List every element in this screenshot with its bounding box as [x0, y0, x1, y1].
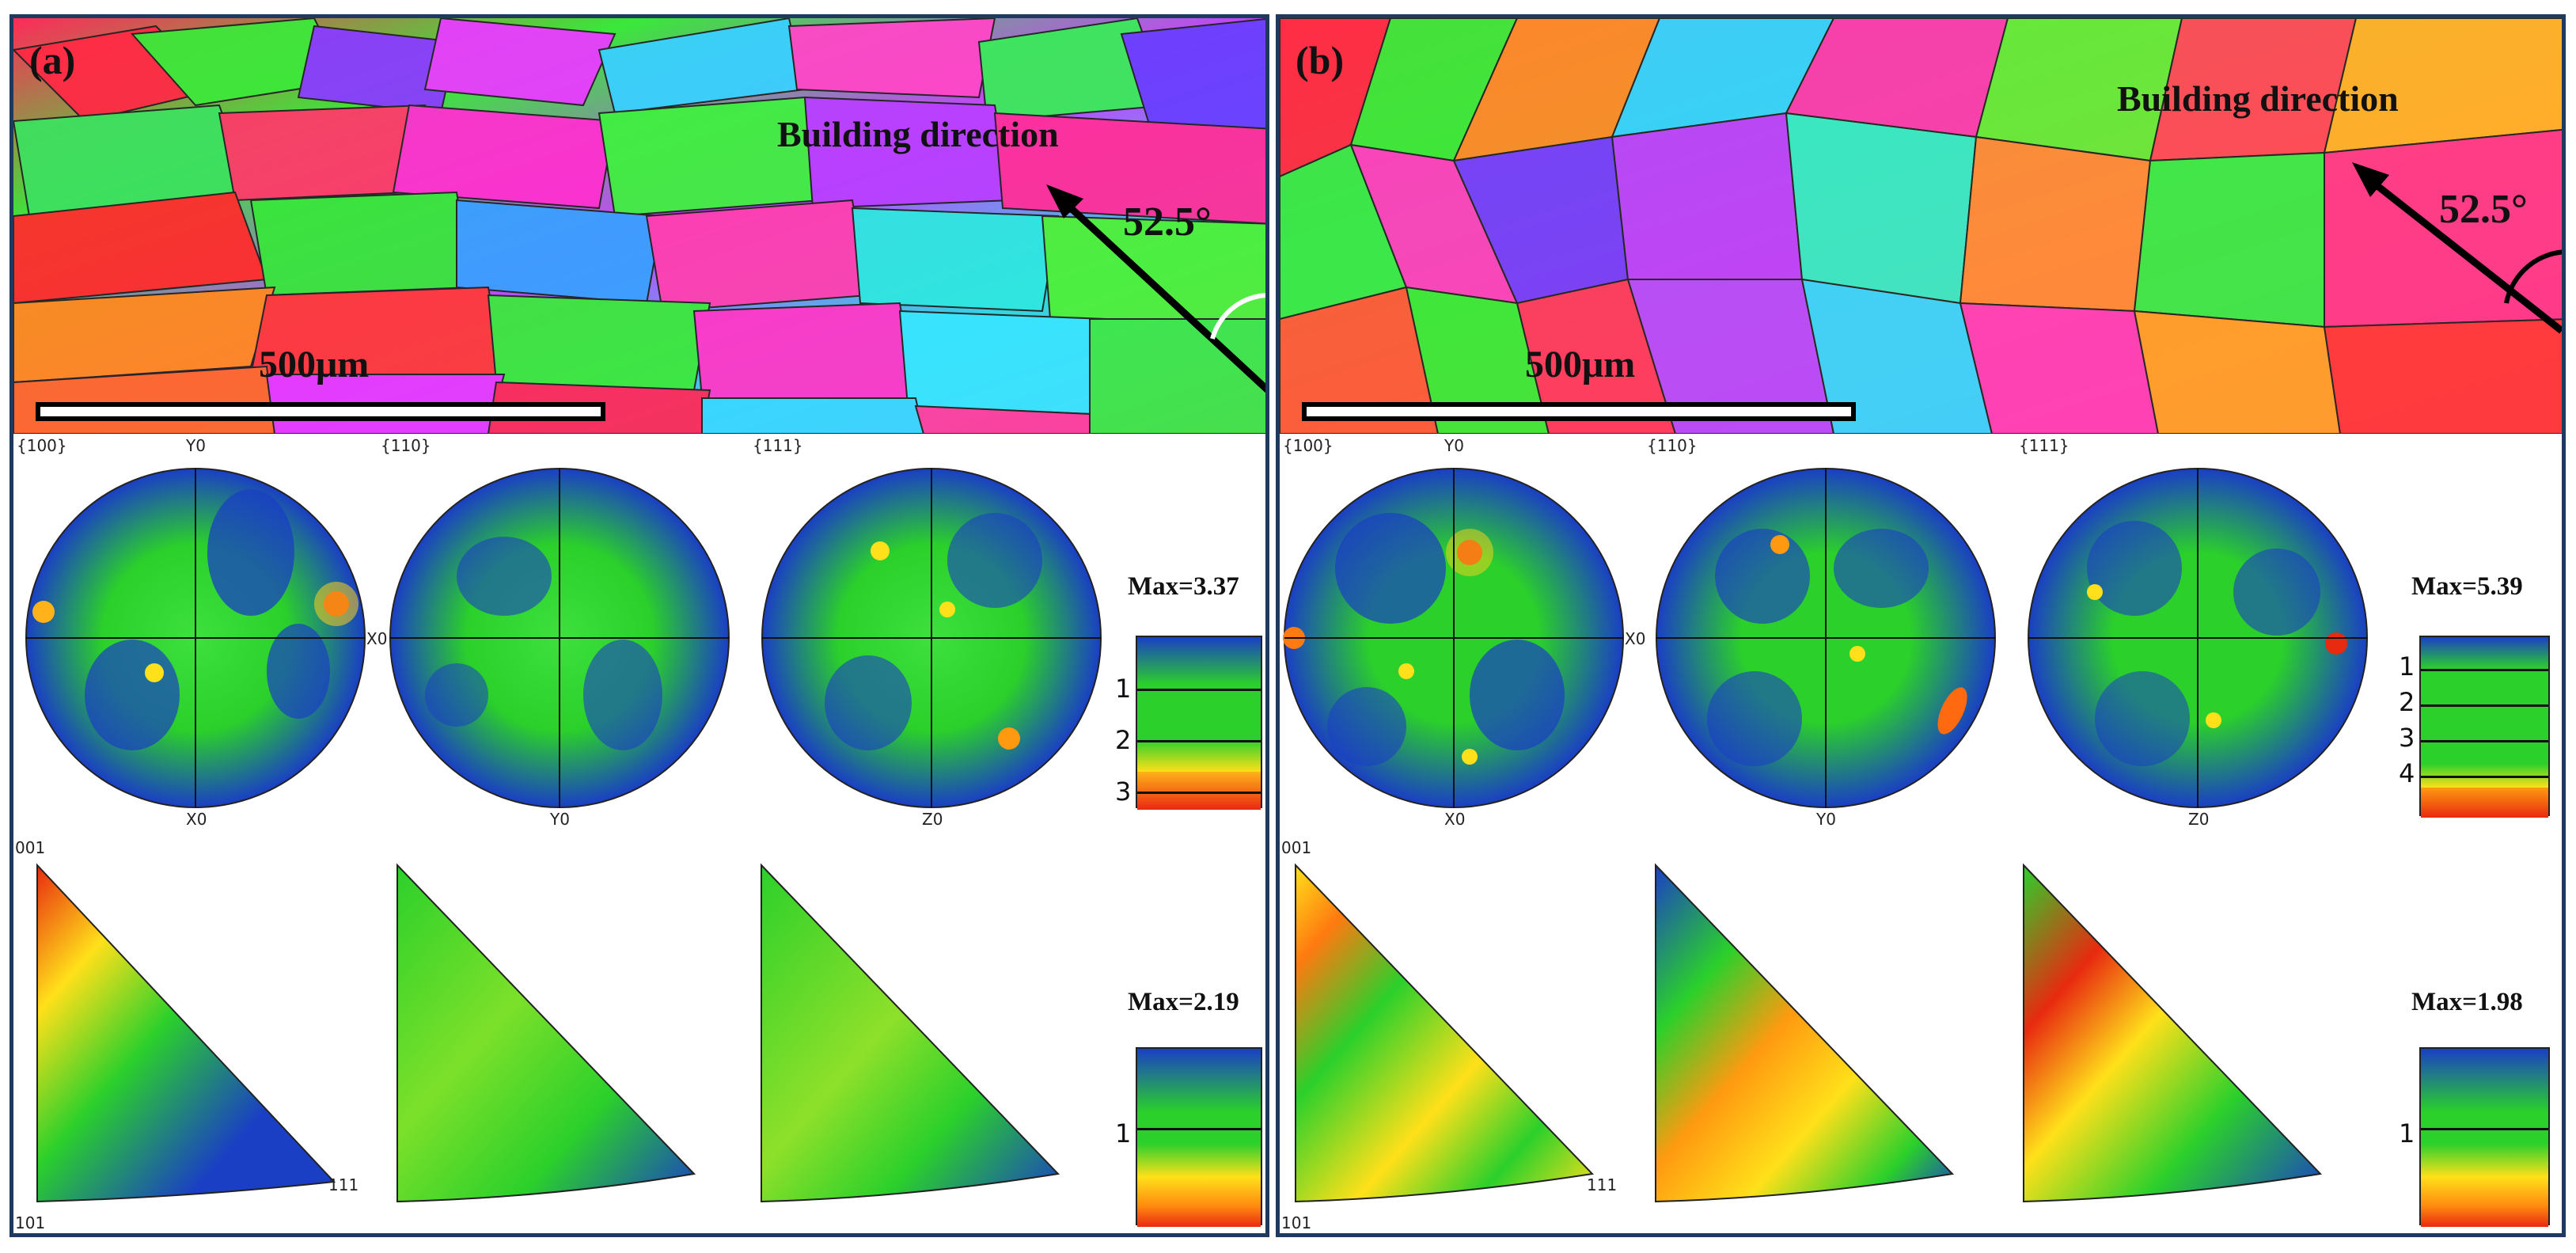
angle-label: 52.5°	[1123, 199, 1212, 245]
pf-axis-bottom-2: Y0	[1816, 810, 1836, 829]
panel-a: (a) Building direction 52.5° 500μm	[9, 14, 1269, 1237]
pf-axis-bottom-3: Z0	[2188, 810, 2210, 829]
pf-tick-1: 1	[1115, 674, 1132, 704]
pf-max-label: Max=5.39	[2411, 572, 2523, 601]
ebsd-orientation-map-b: (b) Building direction 52.5° 500μm	[1280, 18, 2562, 434]
ipf-corner-top: 001	[15, 838, 46, 857]
pf-axis-bottom-1: X0	[186, 810, 207, 829]
ipf-triangle-3	[761, 863, 1060, 1203]
pf-tick-4: 4	[2399, 758, 2415, 788]
pole-figures-b	[1283, 468, 2368, 808]
ipf-triangle-2	[1655, 863, 1955, 1203]
pf-title-100: {100}	[1283, 436, 1334, 455]
ipf-corner-right: 111	[1587, 1175, 1618, 1194]
pf-tick-3: 3	[2399, 723, 2415, 753]
building-direction-label: Building direction	[777, 114, 1059, 154]
pf-axis-right: X0	[366, 629, 388, 648]
pf-colorbar	[1136, 636, 1262, 810]
pf-title-110: {110}	[381, 436, 431, 455]
pole-figure-100	[25, 468, 366, 808]
pf-tick-3: 3	[1115, 776, 1132, 807]
ebsd-orientation-map-a: (a) Building direction 52.5° 500μm	[13, 18, 1265, 434]
pf-axis-top: Y0	[186, 436, 206, 455]
pole-figure-111	[2028, 468, 2368, 808]
pf-title-111: {111}	[2019, 436, 2070, 455]
pf-tick-2: 2	[2399, 687, 2415, 717]
inverse-pole-figures-b	[1295, 863, 2323, 1203]
ipf-max-label: Max=2.19	[1128, 988, 1239, 1016]
pf-title-111: {111}	[753, 436, 803, 455]
pf-axis-right: X0	[1625, 629, 1646, 648]
ipf-corner-bottom: 101	[15, 1213, 46, 1232]
ipf-triangle-1	[36, 863, 336, 1203]
scale-bar-label: 500μm	[259, 344, 370, 385]
ipf-colorbar	[2419, 1047, 2550, 1227]
ipf-corner-right: 111	[328, 1175, 359, 1194]
ipf-triangle-2	[396, 863, 696, 1203]
ipf-triangle-1	[1295, 863, 1595, 1203]
ipf-tick-1: 1	[2399, 1118, 2415, 1149]
pf-axis-bottom-1: X0	[1444, 810, 1466, 829]
scale-bar-label: 500μm	[1525, 344, 1636, 385]
panel-b: (b) Building direction 52.5° 500μm	[1276, 14, 2566, 1237]
pf-max-label: Max=3.37	[1128, 572, 1239, 601]
pole-figure-100	[1283, 468, 1624, 808]
pole-figure-111	[761, 468, 1102, 808]
angle-label: 52.5°	[2439, 187, 2528, 232]
pole-figure-110	[389, 468, 730, 808]
panel-label: (a)	[29, 38, 76, 82]
building-direction-label: Building direction	[2117, 78, 2399, 119]
inverse-pole-figures-a	[36, 863, 1060, 1203]
ipf-colorbar	[1136, 1047, 1262, 1227]
ipf-corner-top: 001	[1281, 838, 1312, 857]
pole-figure-110	[1656, 468, 1996, 808]
ipf-triangle-3	[2023, 863, 2323, 1203]
pf-tick-1: 1	[2399, 651, 2415, 682]
pf-colorbar	[2419, 636, 2550, 818]
pf-axis-top: Y0	[1444, 436, 1464, 455]
pf-axis-bottom-3: Z0	[922, 810, 943, 829]
pf-tick-2: 2	[1115, 725, 1132, 755]
pf-title-100: {100}	[17, 436, 67, 455]
pf-axis-bottom-2: Y0	[550, 810, 570, 829]
ipf-max-label: Max=1.98	[2411, 988, 2523, 1016]
ipf-corner-bottom: 101	[1281, 1213, 1312, 1232]
pf-title-110: {110}	[1647, 436, 1698, 455]
panel-label: (b)	[1296, 38, 1345, 82]
ipf-tick-1: 1	[1115, 1118, 1132, 1149]
pole-figures-a	[25, 468, 1102, 808]
